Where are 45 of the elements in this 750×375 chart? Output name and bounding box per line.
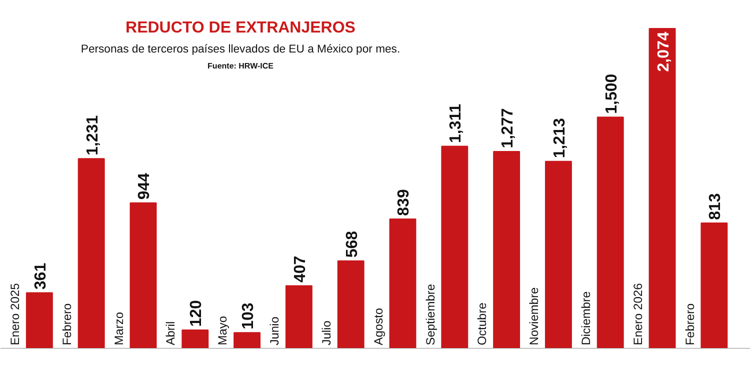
data-label: 1,500 — [603, 74, 620, 114]
x-tick-label: Junio — [268, 316, 282, 346]
data-label: 944 — [136, 172, 154, 200]
bar — [596, 116, 624, 348]
data-label: 813 — [707, 193, 724, 220]
bar — [648, 28, 676, 348]
bar — [26, 292, 53, 348]
x-tick-label: Febrero — [682, 302, 697, 346]
x-tick-label: Abril — [164, 321, 178, 346]
x-tick-label: Febrero — [60, 302, 74, 346]
x-tick-label: Noviembre — [527, 286, 542, 346]
x-tick-label: Mayo — [216, 316, 230, 346]
bar — [285, 285, 312, 348]
x-tick-label: Septiembre — [423, 284, 438, 346]
bar — [441, 146, 468, 348]
bar — [78, 158, 105, 348]
x-tick-label: Julio — [319, 320, 334, 346]
data-label: 2,074 — [655, 32, 672, 72]
data-label: 1,231 — [84, 115, 102, 156]
data-label: 1,277 — [500, 108, 517, 148]
data-label: 568 — [344, 230, 361, 258]
bar — [544, 160, 572, 348]
bar — [234, 332, 261, 348]
x-tick-label: Enero 2026 — [630, 282, 645, 346]
bar — [337, 260, 364, 348]
data-label: 1,311 — [448, 104, 465, 144]
chart-title: REDUCTO DE EXTRANJEROS — [126, 20, 356, 36]
x-tick-label: Agosto — [371, 308, 386, 346]
data-label: 839 — [396, 189, 413, 216]
annotation: Fuente: HRW-ICE — [208, 62, 274, 70]
x-tick-label: Octubre — [475, 302, 490, 346]
text: Personas de terceros países llevados de EU a México por mes. — [80, 44, 400, 56]
x-tick-label: Marzo — [112, 312, 126, 346]
bar — [182, 329, 209, 348]
x-tick-label: Enero 2025 — [8, 282, 22, 346]
data-label: 120 — [188, 300, 206, 327]
data-label: 407 — [292, 256, 309, 283]
bar — [493, 150, 520, 348]
bar — [700, 222, 728, 348]
bar — [389, 218, 416, 348]
data-label: 1,213 — [551, 118, 568, 158]
data-label: 103 — [240, 302, 258, 330]
bar — [130, 202, 157, 348]
data-label: 361 — [32, 262, 50, 290]
x-tick-label: Diciembre — [578, 290, 593, 346]
